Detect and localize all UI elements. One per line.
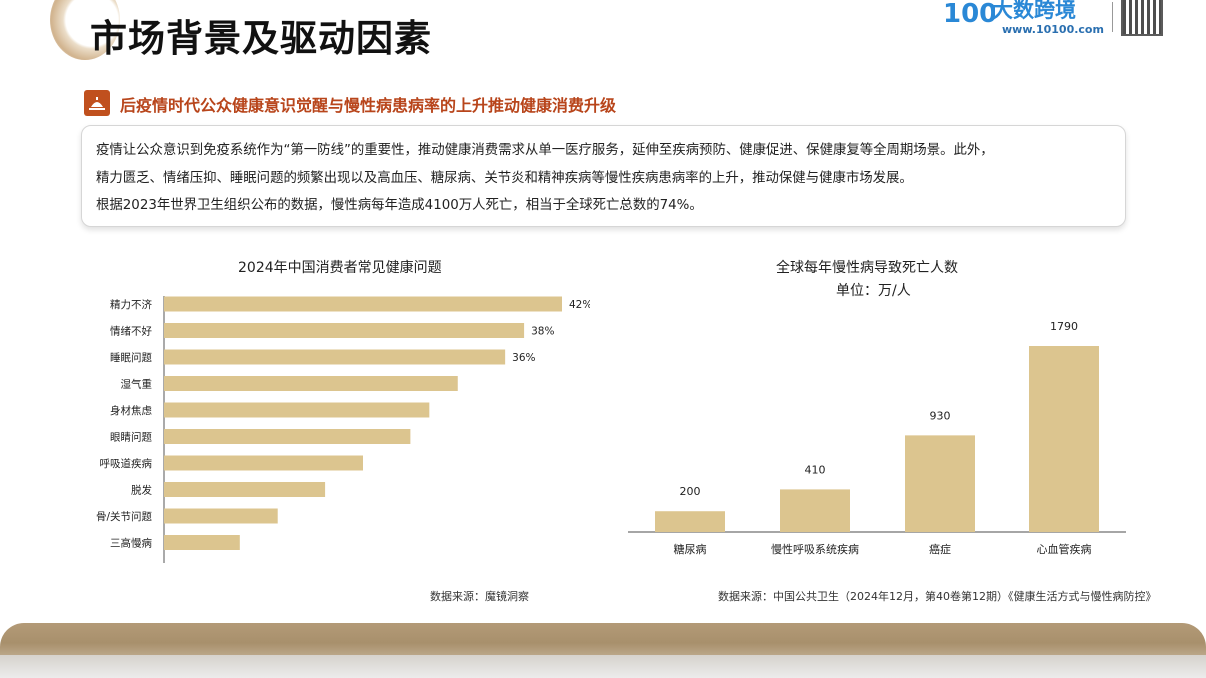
- chart2-subtitle: 单位：万/人: [836, 283, 911, 299]
- chart2-category-label: 心血管疾病: [1037, 542, 1092, 556]
- chart1-value-label: 38%: [531, 326, 554, 338]
- logo-name: 大数跨境: [992, 0, 1076, 22]
- chart1-category-label: 骨/关节问题: [96, 510, 153, 523]
- chart1-bar: [164, 429, 411, 444]
- chart2-bar: [1029, 346, 1099, 532]
- chart1-bar: [164, 323, 525, 338]
- chart1-category-label: 脱发: [131, 484, 152, 497]
- chart2-value-label: 410: [805, 463, 826, 476]
- chart1-bar: [164, 535, 240, 550]
- chart1-category-label: 情绪不好: [110, 325, 152, 338]
- chart1-category-label: 三高慢病: [110, 537, 152, 550]
- chart1-category-label: 湿气重: [121, 378, 153, 391]
- chart1-category-label: 精力不济: [110, 298, 152, 311]
- chart1-bar: [164, 482, 326, 497]
- section-icon: [84, 90, 110, 116]
- info-box: 疫情让公众意识到免疫系统作为“第一防线”的重要性，推动健康消费需求从单一医疗服务…: [81, 125, 1126, 227]
- logo-mark-text: 100: [943, 0, 995, 29]
- chart1-category-label: 眼睛问题: [110, 431, 152, 444]
- chart1-category-label: 呼吸道疾病: [100, 457, 153, 470]
- chart2-value-label: 1790: [1050, 320, 1078, 333]
- chart1-bar: [164, 296, 562, 312]
- info-line-2: 精力匮乏、情绪压抑、睡眠问题的频繁出现以及高血压、糖尿病、关节炎和精神疾病等慢性…: [96, 171, 913, 186]
- chart2-bar: [905, 435, 975, 532]
- chart2-bar: [655, 511, 725, 532]
- chart2-category-label: 糖尿病: [674, 542, 707, 556]
- logo-mark-icon: 100: [943, 0, 995, 29]
- chart2-value-label: 200: [680, 485, 701, 498]
- chart2-svg: 200 糖尿病 410 慢性呼吸系统疾病 930 癌症 1790 心血管疾病: [628, 320, 1126, 556]
- chart2-value-label: 930: [930, 409, 951, 422]
- qr-code-icon: [1121, 0, 1163, 36]
- brand-logo: 100 大数跨境 www.10100.com: [886, 0, 1186, 40]
- dome-icon: [89, 97, 105, 110]
- chart2-category-label: 慢性呼吸系统疾病: [771, 542, 859, 556]
- chart1-source: 数据来源：魔镜洞察: [430, 590, 529, 603]
- chart1-bar: [164, 376, 458, 391]
- page-title: 市场背景及驱动因素: [90, 17, 432, 60]
- chart2-bar: [780, 489, 850, 532]
- chart1-bar: [164, 349, 506, 365]
- info-line-3: 根据2023年世界卫生组织公布的数据，慢性病每年造成4100万人死亡，相当于全球…: [96, 198, 703, 213]
- chart1-category-label: 身材焦虑: [110, 404, 152, 417]
- chart1-bar: [164, 402, 430, 418]
- info-line-1: 疫情让公众意识到免疫系统作为“第一防线”的重要性，推动健康消费需求从单一医疗服务…: [96, 143, 994, 158]
- chart2-category-label: 癌症: [929, 542, 951, 556]
- chart1-bar: [164, 455, 363, 471]
- logo-url: www.10100.com: [1002, 23, 1104, 36]
- chart1-svg: 精力不济 42% 情绪不好 38% 睡眠问题 36% 湿气重身材焦虑眼睛问题呼吸道疾病脱发骨…: [96, 296, 590, 563]
- logo-divider: [1112, 2, 1113, 32]
- chart2-source: 数据来源：中国公共卫生（2024年12月，第40卷第12期）《健康生活方式与慢性…: [718, 590, 1157, 603]
- section-title: 后疫情时代公众健康意识觉醒与慢性病患病率的上升推动健康消费升级: [120, 96, 617, 115]
- footer-shadow: [0, 655, 1206, 678]
- chart1-value-label: 36%: [512, 352, 535, 364]
- chart1-value-label: 42%: [569, 299, 590, 311]
- chart1-bar: [164, 508, 278, 524]
- chart2-title: 全球每年慢性病导致死亡人数: [776, 260, 958, 276]
- chart1-title: 2024年中国消费者常见健康问题: [238, 260, 442, 276]
- chart1-category-label: 睡眠问题: [110, 351, 152, 364]
